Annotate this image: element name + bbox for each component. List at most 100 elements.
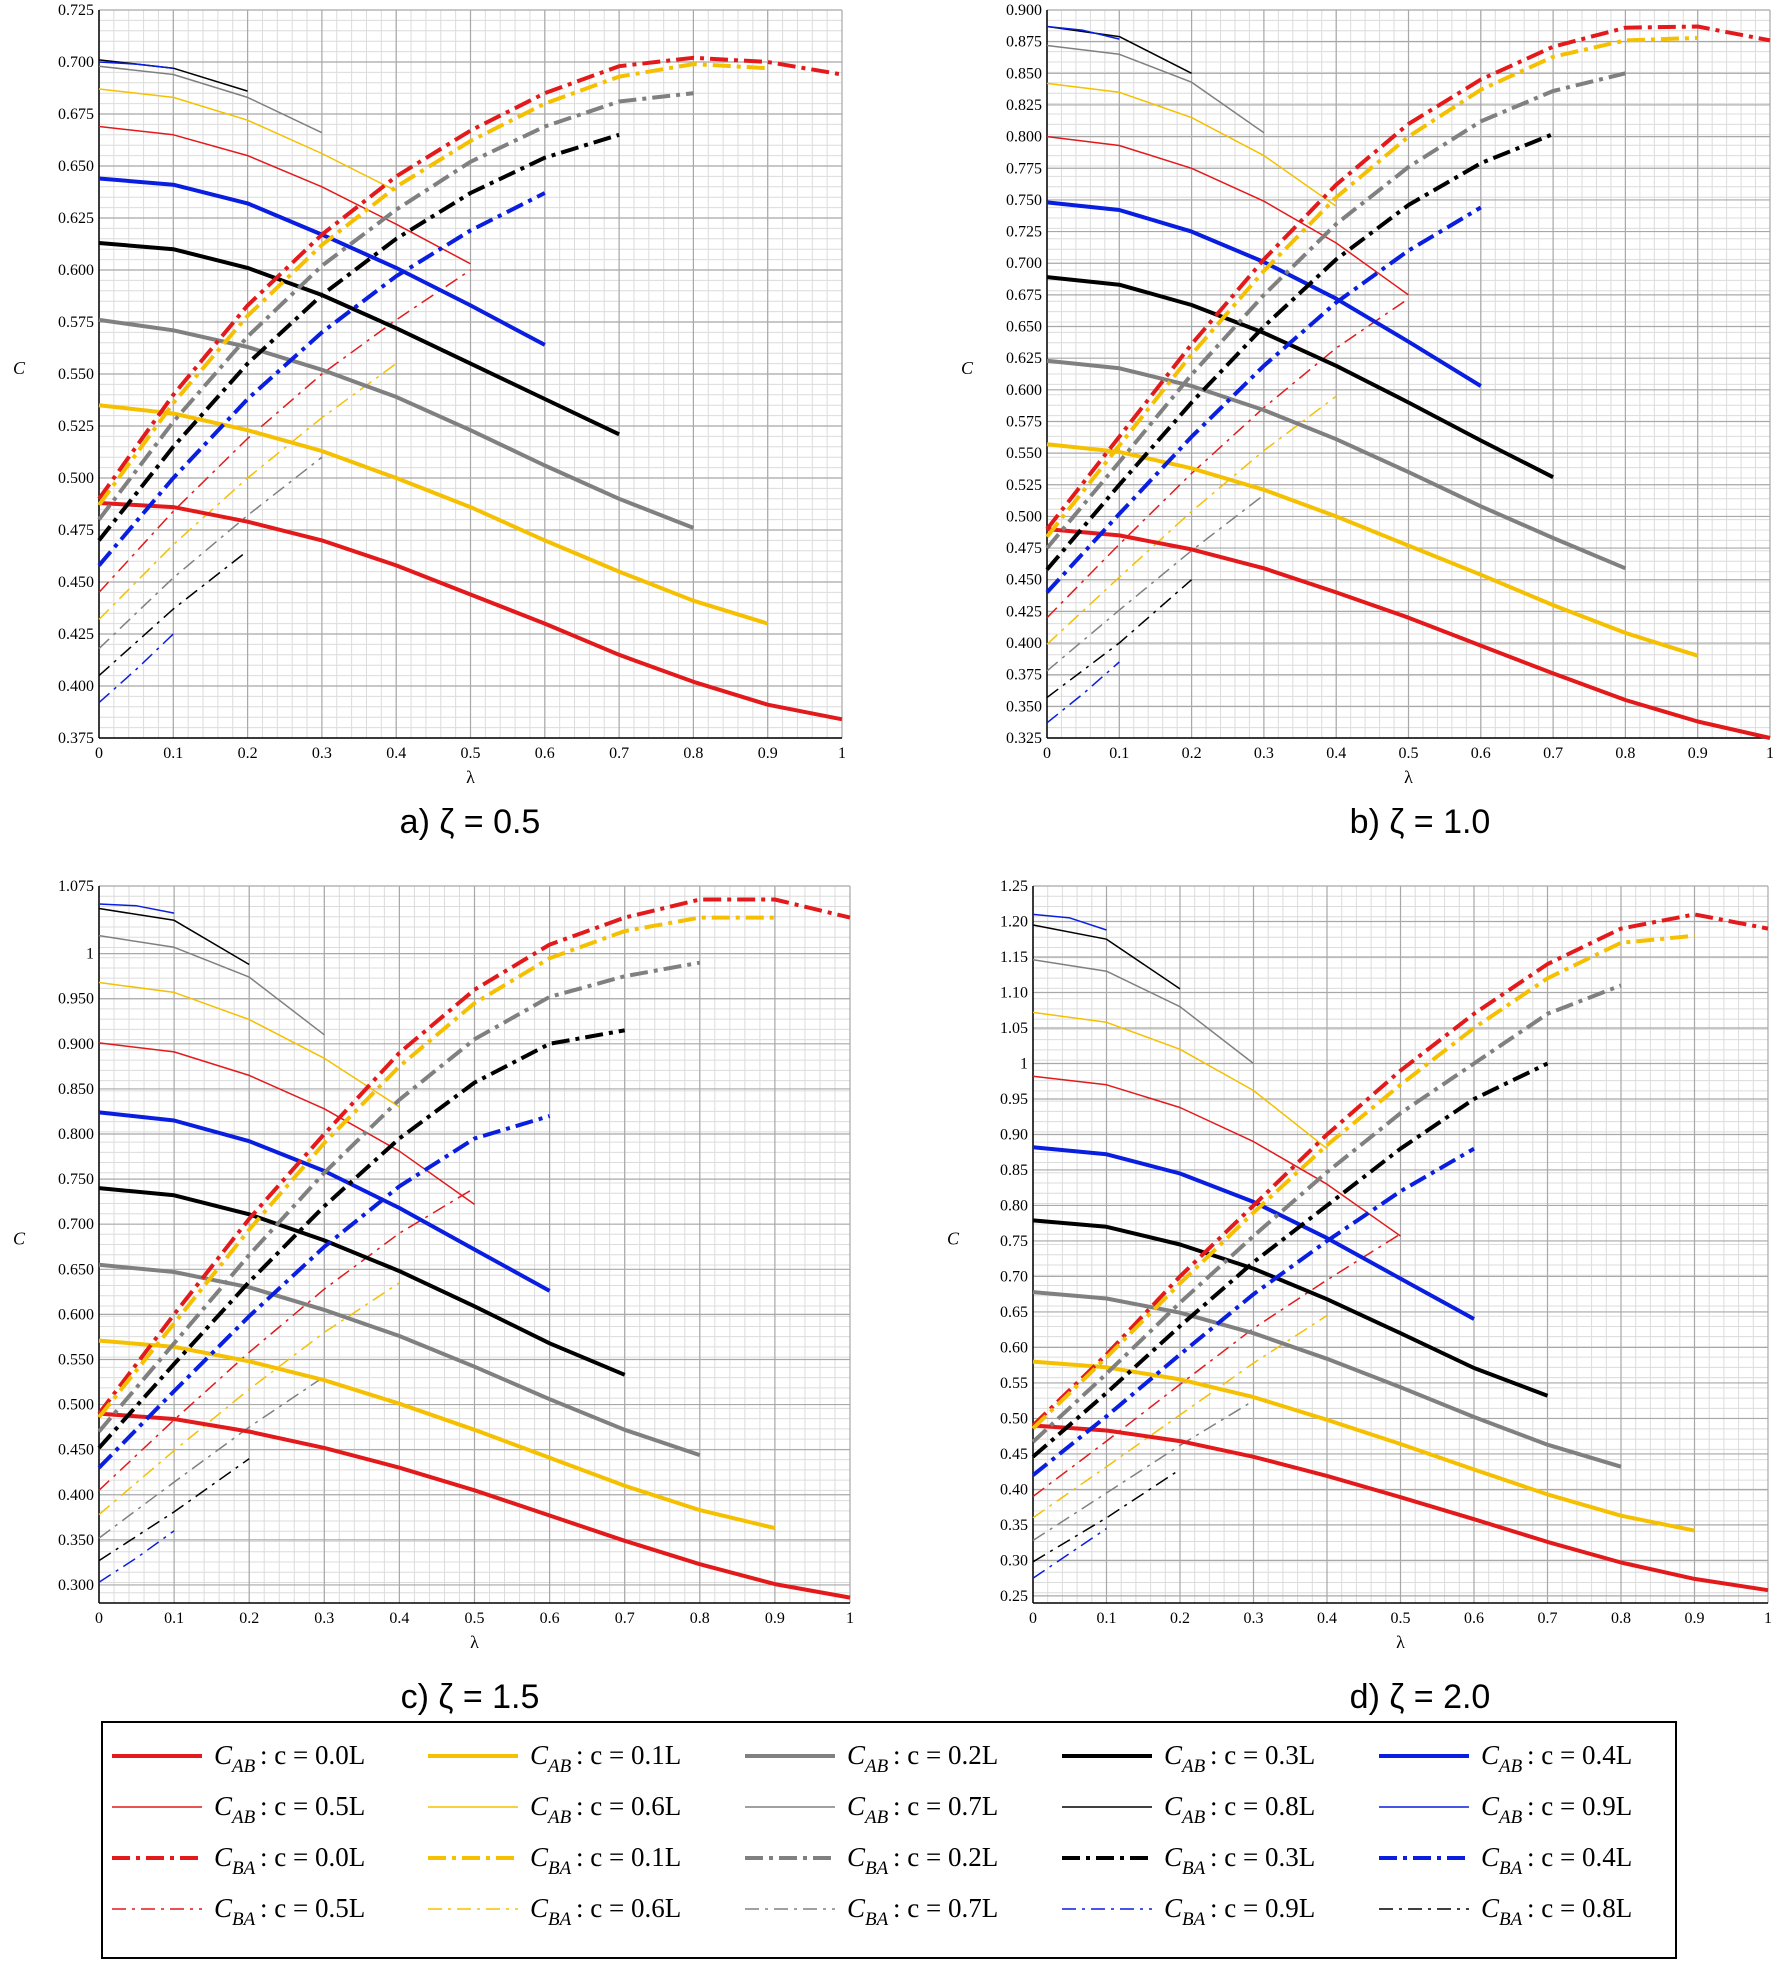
legend-subscript: BA (1182, 1909, 1206, 1930)
y-axis-label: C (13, 358, 26, 378)
x-axis-label: λ (470, 1632, 479, 1652)
series-line-cab-c-0-5l (1032, 1075, 1401, 1237)
legend-label: : c = 0.7L (893, 1791, 998, 1821)
legend-symbol: C (530, 1740, 549, 1770)
legend-symbol: C (847, 1740, 866, 1770)
series-line-cab-c-0-0l (98, 1411, 851, 1600)
x-tick-label: 1 (1766, 745, 1774, 762)
legend-symbol: C (214, 1791, 233, 1821)
series-line-cba-c-0-2l (1031, 983, 1622, 1444)
chart-panel-4: 0.250.300.350.400.450.500.550.600.650.70… (947, 878, 1772, 1716)
x-tick-label: 0.9 (1685, 1610, 1705, 1627)
series-line-cba-c-0-4l (97, 1114, 551, 1470)
y-tick-label: 0.675 (1006, 287, 1042, 304)
y-tick-label: 0.750 (1006, 192, 1042, 209)
legend-symbol: C (530, 1893, 549, 1923)
legend-symbol: C (214, 1842, 233, 1872)
series-line-cab-c-0-6l (98, 88, 397, 192)
x-tick-label: 0.2 (1182, 745, 1202, 762)
legend-subscript: AB (1497, 1807, 1523, 1828)
series-line-cab-c-0-1l (98, 1338, 776, 1531)
y-tick-label: 0.35 (1000, 1517, 1028, 1534)
y-tick-label: 0.475 (58, 522, 94, 539)
y-axis-label: C (13, 1229, 26, 1249)
x-tick-label: 1 (846, 1610, 854, 1627)
y-tick-label: 0.550 (1006, 445, 1042, 462)
y-tick-label: 0.550 (58, 1351, 94, 1368)
series-line-cba-c-0-3l (1045, 132, 1554, 571)
x-tick-label: 0 (1043, 745, 1051, 762)
legend-symbol: C (847, 1842, 866, 1872)
x-axis-label: λ (1396, 1632, 1405, 1652)
legend-label: : c = 0.6L (576, 1791, 681, 1821)
legend-symbol: C (1164, 1842, 1183, 1872)
legend-symbol: C (847, 1893, 866, 1923)
legend-subscript: AB (1497, 1756, 1523, 1777)
y-tick-label: 0.825 (1006, 97, 1042, 114)
series-line-cba-c-0-0l (97, 897, 851, 1415)
y-tick-label: 0.65 (1000, 1304, 1028, 1321)
series-line-cba-c-0-0l (97, 55, 843, 500)
series-line-cba-c-0-8l (98, 1458, 250, 1562)
y-tick-label: 0.80 (1000, 1197, 1028, 1214)
series-line-cba-c-0-1l (97, 915, 775, 1419)
series-line-cab-c-0-7l (98, 934, 325, 1036)
legend-label: : c = 0.3L (1210, 1740, 1315, 1770)
y-tick-label: 0.850 (1006, 65, 1042, 82)
x-tick-label: 0.5 (1391, 1610, 1411, 1627)
series-line-cab-c-0-0l (1046, 527, 1771, 740)
series-line-cba-c-0-6l (1046, 395, 1337, 645)
y-tick-label: 0.85 (1000, 1162, 1028, 1179)
legend-label: : c = 0.5L (260, 1791, 365, 1821)
series-line-cab-c-0-2l (98, 1262, 701, 1457)
legend-item: C AB: c = 0.8L (1062, 1791, 1315, 1828)
panel-caption: a) ζ = 0.5 (400, 803, 541, 841)
x-tick-label: 0.6 (1464, 1610, 1484, 1627)
series-line-cba-c-0-1l (97, 62, 768, 507)
series-line-cab-c-0-1l (1032, 1359, 1695, 1533)
y-tick-label: 0.75 (1000, 1233, 1028, 1250)
legend-subscript: BA (1499, 1858, 1523, 1879)
legend-label: : c = 0.2L (893, 1740, 998, 1770)
x-tick-label: 0.8 (1615, 745, 1635, 762)
x-tick-label: 0.8 (1611, 1610, 1631, 1627)
x-tick-label: 0.7 (1543, 745, 1563, 762)
legend-item: C AB: c = 0.7L (745, 1791, 998, 1828)
y-tick-label: 0.70 (1000, 1268, 1028, 1285)
legend-item: C AB: c = 0.1L (428, 1740, 681, 1777)
y-tick-label: 0.55 (1000, 1375, 1028, 1392)
y-tick-label: 0.425 (58, 626, 94, 643)
y-tick-label: 0.500 (58, 470, 94, 487)
x-tick-label: 0.7 (609, 745, 629, 762)
y-tick-label: 0.25 (1000, 1588, 1028, 1605)
y-tick-label: 0.700 (58, 54, 94, 71)
series-line-cba-c-0-4l (97, 191, 546, 567)
y-tick-label: 0.950 (58, 991, 94, 1008)
legend-symbol: C (1481, 1842, 1500, 1872)
legend-symbol: C (1481, 1791, 1500, 1821)
series-line-cba-c-0-3l (97, 132, 620, 542)
y-tick-label: 0.875 (1006, 34, 1042, 51)
legend-label: : c = 0.7L (893, 1893, 998, 1923)
x-tick-label: 0.2 (239, 1610, 259, 1627)
series-line-cab-c-0-7l (1032, 959, 1254, 1065)
series-line-cab-c-0-0l (98, 501, 843, 722)
legend-symbol: C (1164, 1791, 1183, 1821)
series-line-cab-c-0-9l (98, 903, 175, 914)
x-tick-label: 0.9 (765, 1610, 785, 1627)
series-line-cab-c-0-7l (98, 65, 323, 134)
x-tick-label: 0.7 (1538, 1610, 1558, 1627)
x-tick-label: 0.9 (1688, 745, 1708, 762)
y-tick-label: 1.15 (1000, 949, 1028, 966)
series-line-cab-c-0-5l (98, 1042, 475, 1206)
panel-caption: b) ζ = 1.0 (1350, 803, 1491, 841)
panel-caption: c) ζ = 1.5 (401, 1678, 540, 1716)
series-line-cba-c-0-7l (98, 1375, 325, 1539)
x-tick-label: 0.5 (465, 1610, 485, 1627)
series-line-cba-c-0-1l (1045, 35, 1698, 538)
y-tick-label: 0.800 (1006, 129, 1042, 146)
legend-subscript: AB (863, 1807, 889, 1828)
x-tick-label: 0.7 (615, 1610, 635, 1627)
legend-label: : c = 0.9L (1210, 1893, 1315, 1923)
legend-item: C BA: c = 0.4L (1379, 1842, 1632, 1879)
